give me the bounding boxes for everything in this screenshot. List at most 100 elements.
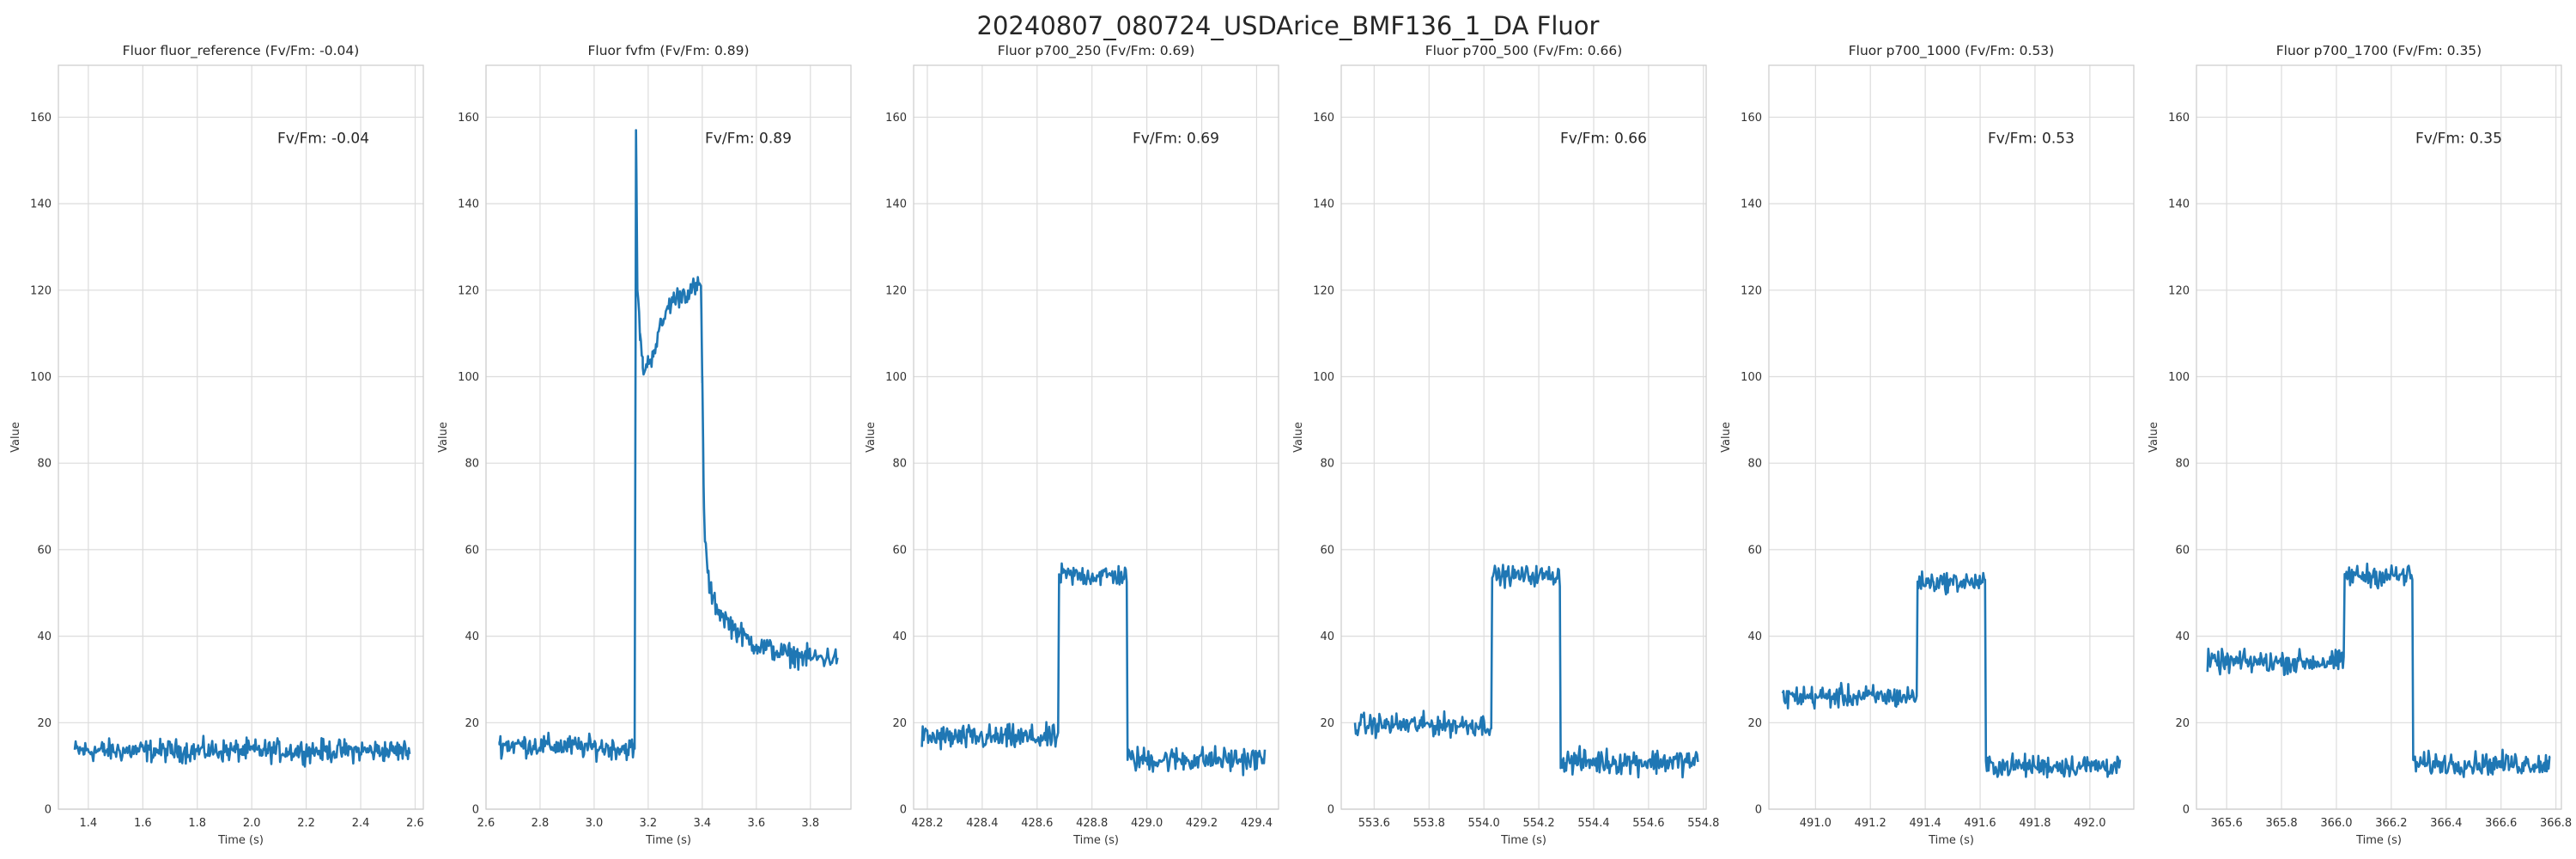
x-tick-label: 429.2 (1186, 817, 1218, 830)
y-tick-label: 160 (885, 112, 907, 125)
x-tick-label: 491.8 (2019, 817, 2050, 830)
y-tick-label: 140 (885, 198, 907, 211)
y-axis-label: Value (1720, 422, 1733, 453)
x-tick-label: 366.8 (2540, 817, 2572, 830)
fvfm-annotation: Fv/Fm: 0.53 (1988, 131, 2075, 148)
axes-frame (913, 64, 1279, 810)
y-tick-label: 20 (892, 717, 907, 730)
x-tick-label: 428.8 (1076, 817, 1108, 830)
subplot-title: Fluor p700_1700 (Fv/Fm: 0.35) (2276, 43, 2482, 59)
subplot-2: Fluor fvfm (Fv/Fm: 0.89) 0 20 40 60 80 100 120 1… (437, 43, 852, 847)
x-tick-label: 554.6 (1632, 817, 1664, 830)
grid (1341, 65, 1706, 810)
y-tick-label: 120 (458, 284, 479, 297)
y-tick-label: 40 (37, 631, 52, 643)
fvfm-annotation: Fv/Fm: 0.89 (705, 131, 792, 148)
x-tick-label: 1.6 (134, 817, 152, 830)
x-tick-label: 491.0 (1800, 817, 1832, 830)
subplot-4: Fluor p700_500 (Fv/Fm: 0.66) 0 20 40 60 80 100… (1292, 43, 1719, 847)
y-tick-label: 120 (1313, 284, 1334, 297)
x-tick-label: 3.8 (801, 817, 819, 830)
x-tick-label: 2.8 (532, 817, 550, 830)
grid (58, 65, 423, 810)
subplot-title: Fluor p700_500 (Fv/Fm: 0.66) (1425, 43, 1623, 59)
x-tick-label: 1.4 (80, 817, 98, 830)
fluorescence-line (498, 129, 839, 764)
subplot-grid: Fluor fluor_reference (Fv/Fm: -0.04) 0 20 4… (9, 43, 2572, 847)
y-tick-label: 40 (1747, 631, 1762, 643)
y-tick-label: 20 (1747, 717, 1762, 730)
fvfm-annotation: Fv/Fm: 0.69 (1133, 131, 1219, 148)
x-tick-label: 491.2 (1855, 817, 1886, 830)
x-tick-label: 554.4 (1577, 817, 1609, 830)
y-tick-label: 0 (45, 804, 52, 817)
axes-frame (2196, 64, 2562, 810)
y-tick-label: 160 (30, 112, 52, 125)
fvfm-annotation: Fv/Fm: 0.66 (1560, 131, 1647, 148)
y-tick-label: 0 (472, 804, 479, 817)
y-tick-label: 120 (885, 284, 907, 297)
grid (914, 65, 1279, 810)
x-tick-label: 2.4 (352, 817, 370, 830)
x-tick-label: 491.4 (1910, 817, 1941, 830)
y-tick-label: 80 (892, 458, 907, 471)
fluorescence-line (920, 562, 1267, 777)
x-axis-label: Time (s) (1072, 834, 1119, 847)
x-tick-label: 3.6 (747, 817, 765, 830)
subplot-title: Fluor p700_250 (Fv/Fm: 0.69) (998, 43, 1195, 59)
y-tick-label: 60 (2175, 544, 2190, 557)
y-tick-label: 100 (885, 371, 907, 384)
y-tick-label: 60 (37, 544, 52, 557)
y-tick-label: 60 (465, 544, 479, 557)
x-tick-label: 553.6 (1358, 817, 1390, 830)
y-tick-label: 160 (2168, 112, 2190, 125)
subplot-title: Fluor fluor_reference (Fv/Fm: -0.04) (123, 43, 360, 59)
y-tick-label: 100 (458, 371, 479, 384)
x-tick-label: 428.6 (1021, 817, 1053, 830)
y-tick-label: 100 (1313, 371, 1334, 384)
y-tick-label: 60 (892, 544, 907, 557)
x-axis-label: Time (s) (217, 834, 264, 847)
x-tick-label: 429.4 (1241, 817, 1273, 830)
x-tick-label: 428.2 (911, 817, 943, 830)
x-axis-label: Time (s) (1500, 834, 1546, 847)
y-tick-label: 40 (2175, 631, 2190, 643)
y-tick-label: 80 (1320, 458, 1334, 471)
x-tick-label: 3.4 (694, 817, 712, 830)
y-axis-label: Value (865, 422, 878, 453)
y-tick-label: 100 (1741, 371, 1762, 384)
y-tick-label: 80 (465, 458, 479, 471)
x-tick-label: 491.6 (1964, 817, 1996, 830)
x-tick-label: 1.8 (188, 817, 206, 830)
fluorescence-line (1353, 564, 1699, 779)
y-tick-label: 40 (1320, 631, 1334, 643)
y-tick-label: 80 (1747, 458, 1762, 471)
y-tick-label: 140 (30, 198, 52, 211)
fvfm-annotation: Fv/Fm: 0.35 (2415, 131, 2502, 148)
y-tick-label: 160 (458, 112, 479, 125)
axes-frame (1768, 64, 2135, 810)
subplot-6: Fluor p700_1700 (Fv/Fm: 0.35) 0 20 40 60 80 10… (2148, 43, 2572, 847)
x-tick-label: 554.8 (1687, 817, 1719, 830)
y-tick-label: 160 (1313, 112, 1334, 125)
y-tick-label: 80 (2175, 458, 2190, 471)
y-tick-label: 140 (1313, 198, 1334, 211)
x-tick-label: 554.2 (1522, 817, 1554, 830)
axes-frame (485, 64, 852, 810)
y-tick-label: 20 (465, 717, 479, 730)
axes-frame (1340, 64, 1707, 810)
y-axis-label: Value (437, 422, 450, 453)
y-tick-label: 100 (2168, 371, 2190, 384)
x-tick-label: 3.0 (586, 817, 604, 830)
y-tick-label: 20 (37, 717, 52, 730)
y-tick-label: 40 (892, 631, 907, 643)
y-axis-label: Value (2148, 422, 2160, 453)
fluorescence-line (73, 734, 411, 768)
x-axis-label: Time (s) (2355, 834, 2402, 847)
x-tick-label: 366.0 (2320, 817, 2352, 830)
y-tick-label: 120 (1741, 284, 1762, 297)
x-tick-label: 554.0 (1468, 817, 1500, 830)
subplot-1: Fluor fluor_reference (Fv/Fm: -0.04) 0 20 4… (9, 43, 424, 847)
x-axis-label: Time (s) (645, 834, 691, 847)
